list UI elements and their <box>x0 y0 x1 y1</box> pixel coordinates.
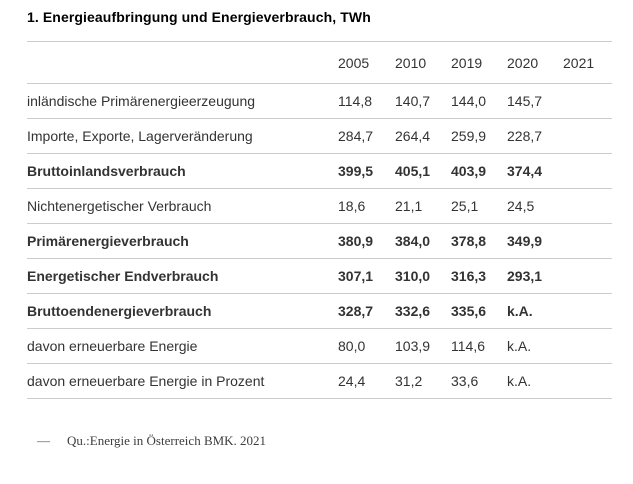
row-label-column-header <box>27 41 338 84</box>
table-row: Primärenergieverbrauch 380,9 384,0 378,8 349… <box>27 223 612 259</box>
row-label: Nichtenergetischer Verbrauch <box>27 188 338 224</box>
cell-value: k.A. <box>507 293 563 329</box>
cell-value: 31,2 <box>395 363 451 399</box>
year-column-header: 2019 <box>451 41 507 84</box>
cell-value <box>563 188 612 224</box>
cell-value: 405,1 <box>395 153 451 189</box>
cell-value: 374,4 <box>507 153 563 189</box>
cell-value: 335,6 <box>451 293 507 329</box>
source-dash: — <box>37 433 50 448</box>
table-body: inländische Primärenergieerzeugung 114,8 1… <box>27 83 612 399</box>
table-row: inländische Primärenergieerzeugung 114,8 1… <box>27 83 612 119</box>
cell-value <box>563 363 612 399</box>
cell-value: 293,1 <box>507 258 563 294</box>
cell-value: 228,7 <box>507 118 563 154</box>
cell-value: 259,9 <box>451 118 507 154</box>
cell-value: 140,7 <box>395 83 451 119</box>
table-row: davon erneuerbare Energie 80,0 103,9 114,6 k… <box>27 328 612 364</box>
cell-value: 378,8 <box>451 223 507 259</box>
cell-value: 21,1 <box>395 188 451 224</box>
cell-value <box>563 153 612 189</box>
year-column-header: 2010 <box>395 41 451 84</box>
cell-value: 25,1 <box>451 188 507 224</box>
cell-value: 145,7 <box>507 83 563 119</box>
cell-value: 310,0 <box>395 258 451 294</box>
source-note: — Qu.:Energie in Österreich BMK. 2021 <box>27 433 612 449</box>
cell-value: 33,6 <box>451 363 507 399</box>
cell-value: 384,0 <box>395 223 451 259</box>
row-label: Primärenergieverbrauch <box>27 223 338 259</box>
cell-value: 144,0 <box>451 83 507 119</box>
row-label: davon erneuerbare Energie in Prozent <box>27 363 338 399</box>
table-title: 1. Energieaufbringung und Energieverbrau… <box>27 9 371 25</box>
cell-value: 316,3 <box>451 258 507 294</box>
table-header: 2005 2010 2019 2020 2021 <box>27 41 612 84</box>
table-row: Bruttoinlandsverbrauch 399,5 405,1 403,9 374… <box>27 153 612 189</box>
cell-value: 399,5 <box>338 153 395 189</box>
row-label: davon erneuerbare Energie <box>27 328 338 364</box>
row-label: Bruttoendenergieverbrauch <box>27 293 338 329</box>
cell-value: k.A. <box>507 328 563 364</box>
source-text: Qu.:Energie in Österreich BMK. 2021 <box>67 433 267 448</box>
cell-value: 403,9 <box>451 153 507 189</box>
cell-value: 332,6 <box>395 293 451 329</box>
year-column-header: 2021 <box>563 41 612 84</box>
cell-value: 24,4 <box>338 363 395 399</box>
cell-value: 80,0 <box>338 328 395 364</box>
cell-value: 264,4 <box>395 118 451 154</box>
cell-value: 349,9 <box>507 223 563 259</box>
cell-value: 284,7 <box>338 118 395 154</box>
cell-value: 18,6 <box>338 188 395 224</box>
cell-value: 24,5 <box>507 188 563 224</box>
cell-value: 380,9 <box>338 223 395 259</box>
cell-value: k.A. <box>507 363 563 399</box>
cell-value <box>563 328 612 364</box>
row-label: Importe, Exporte, Lagerveränderung <box>27 118 338 154</box>
cell-value <box>563 258 612 294</box>
cell-value <box>563 293 612 329</box>
row-label: inländische Primärenergieerzeugung <box>27 83 338 119</box>
cell-value <box>563 223 612 259</box>
table-row: Bruttoendenergieverbrauch 328,7 332,6 335,6… <box>27 293 612 329</box>
cell-value: 114,6 <box>451 328 507 364</box>
table-row: davon erneuerbare Energie in Prozent 24,4… <box>27 363 612 399</box>
table-row: Importe, Exporte, Lagerveränderung 284,7 2… <box>27 118 612 154</box>
cell-value <box>563 118 612 154</box>
cell-value <box>563 83 612 119</box>
row-label: Energetischer Endverbrauch <box>27 258 338 294</box>
table-header-row: 2005 2010 2019 2020 2021 <box>27 41 612 84</box>
cell-value: 328,7 <box>338 293 395 329</box>
cell-value: 103,9 <box>395 328 451 364</box>
energy-data-table: 2005 2010 2019 2020 2021 inländische Primäre… <box>27 41 612 399</box>
row-label: Bruttoinlandsverbrauch <box>27 153 338 189</box>
table-row: Nichtenergetischer Verbrauch 18,6 21,1 25,1… <box>27 188 612 224</box>
table-row: Energetischer Endverbrauch 307,1 310,0 316,… <box>27 258 612 294</box>
cell-value: 307,1 <box>338 258 395 294</box>
cell-value: 114,8 <box>338 83 395 119</box>
year-column-header: 2005 <box>338 41 395 84</box>
year-column-header: 2020 <box>507 41 563 84</box>
